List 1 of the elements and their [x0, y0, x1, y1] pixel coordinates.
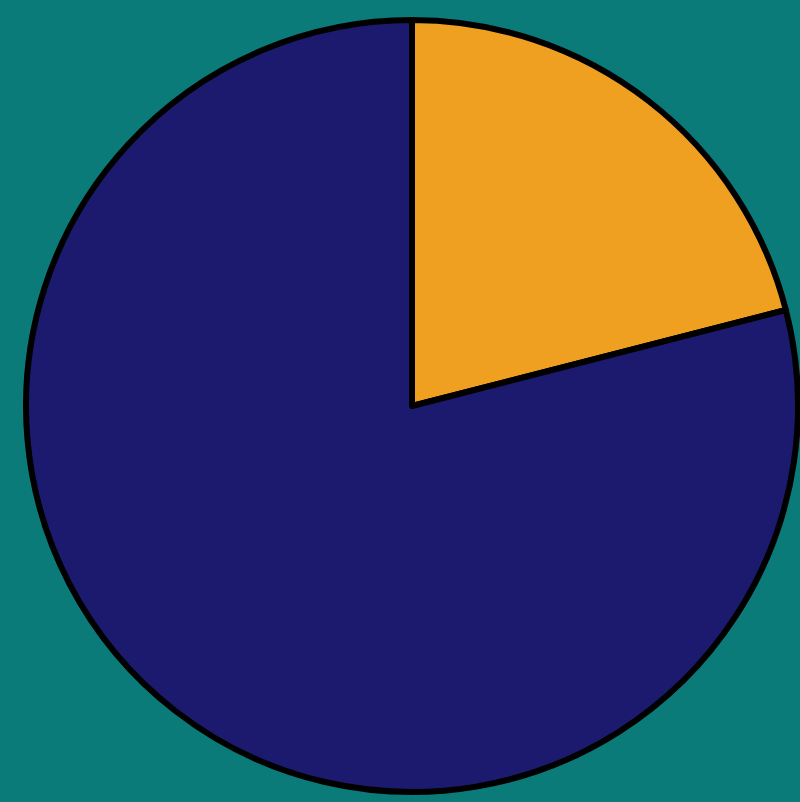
pie-slice: [23, 17, 800, 795]
